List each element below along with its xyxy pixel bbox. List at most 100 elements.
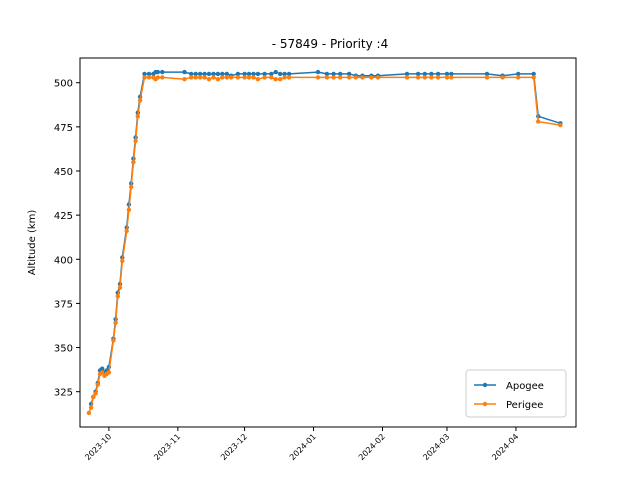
perigee-point (146, 75, 152, 80)
apogee-point (262, 71, 267, 77)
perigee-point (91, 394, 96, 400)
perigee-point (375, 75, 381, 80)
perigee-point (422, 75, 427, 80)
perigee-point (117, 285, 123, 290)
perigee-point (120, 258, 125, 264)
perigee-point (273, 77, 278, 82)
apogee-point (338, 71, 343, 77)
apogee-point (251, 71, 256, 77)
perigee-point (415, 75, 421, 80)
y-tick-label: 475 (54, 123, 73, 134)
apogee-point (449, 71, 454, 77)
perigee-line (88, 76, 561, 414)
apogee-point (255, 71, 261, 77)
perigee-point (246, 75, 252, 80)
chart-title: - 57849 - Priority :4 (272, 37, 388, 51)
apogee-point (242, 71, 247, 77)
y-tick-label: 450 (54, 167, 73, 178)
perigee-point (111, 338, 116, 343)
apogee-point (160, 69, 165, 75)
legend-apogee-label: Apogee (506, 381, 544, 392)
apogee-point (197, 71, 203, 77)
series-layer (86, 69, 563, 416)
perigee-point (516, 75, 521, 80)
apogee-point (286, 71, 292, 77)
legend-perigee-label: Perigee (506, 400, 543, 411)
perigee-point (435, 75, 441, 80)
apogee-point (202, 71, 207, 77)
perigee-point (160, 75, 165, 80)
y-tick-label: 375 (54, 299, 73, 310)
perigee-point (135, 114, 140, 119)
apogee-point (516, 71, 521, 77)
perigee-point (315, 75, 321, 80)
y-tick-label: 325 (54, 388, 73, 399)
apogee-point (444, 71, 450, 77)
perigee-point (353, 75, 358, 80)
perigee-point (346, 75, 352, 80)
apogee-point (269, 71, 274, 77)
x-tick-label: 2024-04 (490, 432, 520, 462)
perigee-point (206, 77, 212, 82)
x-tick-label: 2024-03 (421, 432, 451, 462)
apogee-point (146, 71, 152, 77)
y-tick-label: 425 (54, 211, 73, 222)
apogee-point (182, 69, 187, 75)
apogee-point (331, 71, 336, 77)
perigee-point (88, 405, 94, 410)
perigee-point (269, 75, 274, 80)
apogee-point (211, 71, 216, 77)
perigee-point (500, 75, 505, 80)
perigee-point (360, 75, 365, 80)
apogee-point (235, 71, 241, 77)
apogee-point (435, 71, 441, 77)
apogee-point (346, 71, 352, 77)
perigee-point (558, 122, 563, 128)
perigee-point (95, 382, 101, 387)
y-axis-label: Altitude (km) (27, 210, 38, 276)
perigee-point (404, 75, 410, 80)
perigee-point (131, 160, 136, 165)
x-tick-label: 2024-02 (357, 432, 387, 462)
apogee-point (404, 71, 410, 77)
perigee-point (155, 75, 160, 80)
apogee-point (224, 71, 229, 77)
perigee-point (369, 75, 374, 80)
apogee-point (189, 71, 194, 77)
apogee-point (206, 71, 212, 77)
perigee-point (215, 77, 221, 82)
apogee-point (193, 71, 198, 77)
legend: Apogee Perigee (465, 369, 567, 418)
perigee-point (197, 75, 203, 80)
perigee-point (193, 75, 198, 80)
perigee-point (126, 207, 132, 212)
legend-perigee-marker (482, 401, 488, 407)
apogee-point (422, 71, 427, 77)
apogee-point (315, 69, 321, 75)
perigee-point (324, 75, 330, 80)
perigee-point (137, 98, 143, 103)
apogee-point (282, 71, 287, 77)
perigee-point (286, 75, 292, 80)
perigee-point (278, 77, 283, 82)
y-tick-label: 350 (54, 344, 73, 355)
legend-apogee-marker (482, 382, 488, 388)
perigee-point (189, 75, 194, 80)
perigee-point (100, 370, 105, 375)
y-tick-label: 500 (54, 79, 73, 90)
perigee-point (113, 320, 118, 325)
perigee-point (129, 184, 134, 190)
y-axis: 325 350 375 400 425 450 475 500 (54, 79, 80, 399)
apogee-point (142, 71, 147, 77)
perigee-point (242, 75, 247, 80)
axes-frame (79, 57, 577, 428)
perigee-point (115, 294, 121, 299)
perigee-point (133, 138, 138, 144)
legend-box (465, 369, 567, 418)
x-tick-label: 2024-01 (288, 432, 318, 462)
perigee-point (338, 75, 343, 80)
apogee-point (324, 71, 330, 77)
apogee-point (220, 71, 225, 77)
perigee-point (106, 370, 112, 375)
